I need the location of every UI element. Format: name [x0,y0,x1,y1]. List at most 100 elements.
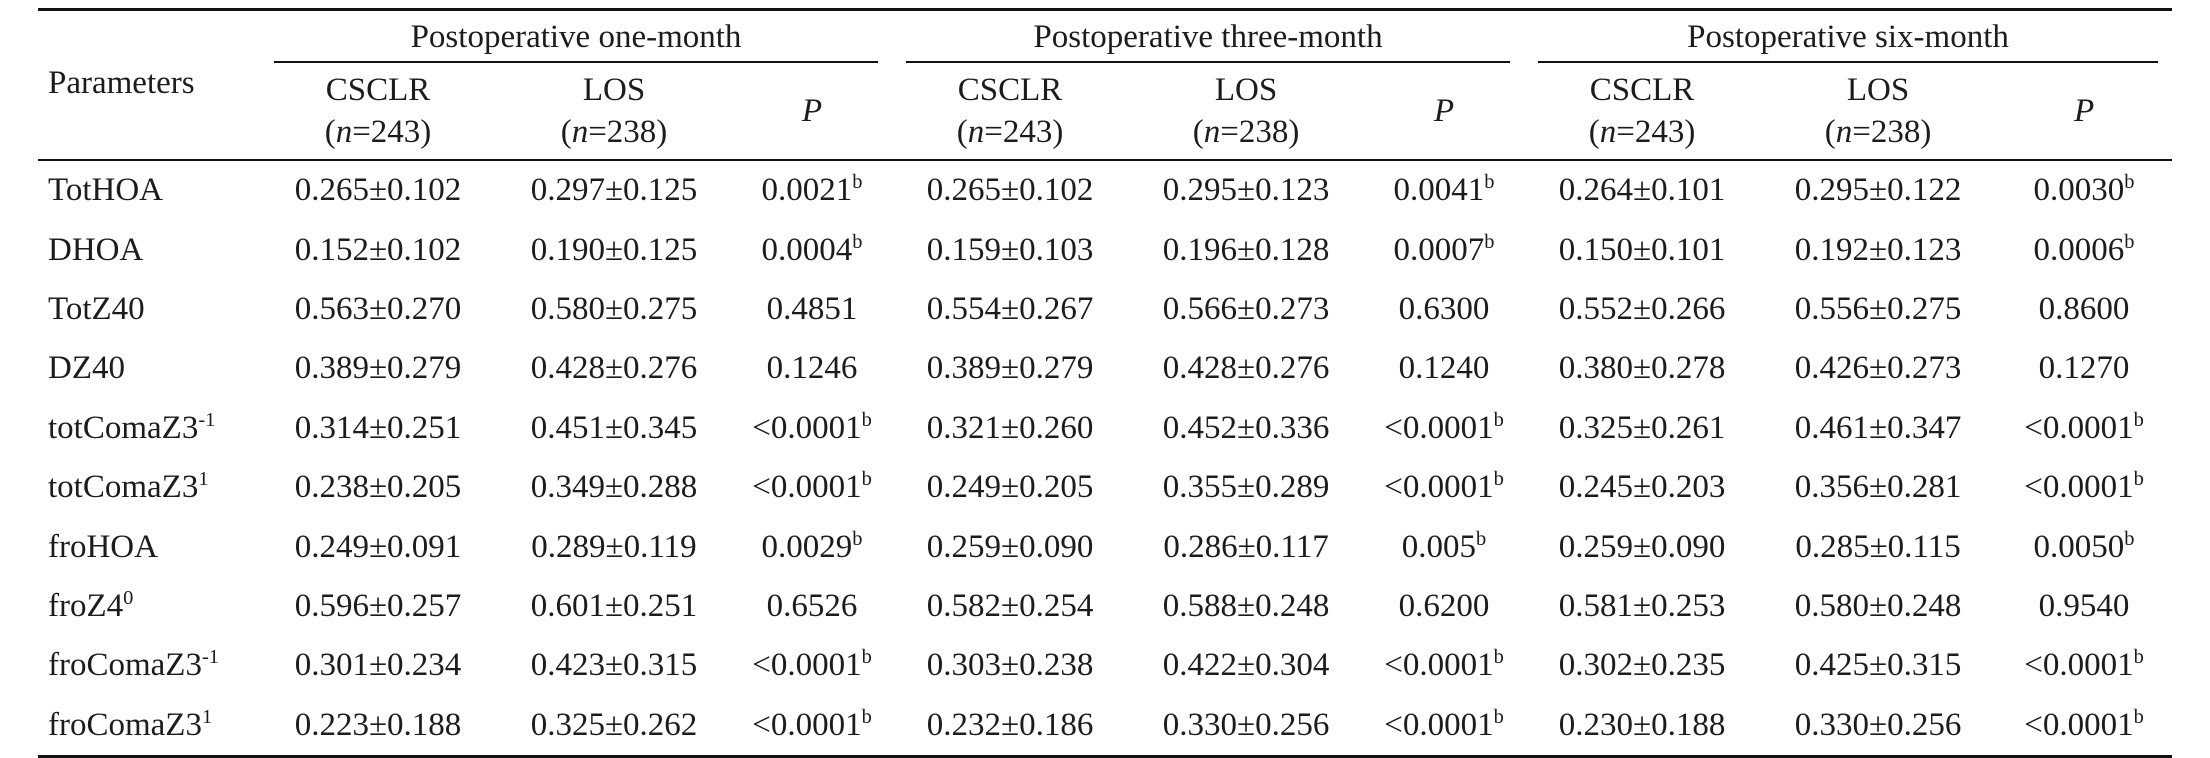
los-header: LOS (n=238) [496,63,732,160]
p-value-number: <0.0001 [1384,469,1494,506]
los-value: 0.461±0.347 [1794,409,1962,446]
table-row: DZ40 0.389±0.279 0.428±0.276 0.1246 0.389±0.… [38,339,2172,398]
csclr-value: 0.325±0.261 [1558,409,1726,446]
significance-marker: b [1484,171,1495,194]
los-value: 0.356±0.281 [1794,469,1962,506]
csclr-value: 0.232±0.186 [926,706,1094,743]
p-value: <0.0001b [1996,696,2172,757]
p-value-number: 0.005 [1401,528,1477,565]
significance-marker: b [1493,468,1504,491]
p-value: 0.0004b [732,220,892,279]
p-value-number: <0.0001 [1384,647,1494,684]
sample-size-open: ( [324,114,336,150]
los-value: 0.452±0.336 [1162,409,1330,446]
p-value: 0.005b [1364,517,1524,576]
sample-size: (n=238) [1760,111,1996,153]
los-value: 0.355±0.289 [1162,469,1330,506]
csclr-value: 0.249±0.205 [926,469,1094,506]
header-row-periods: Parameters Postoperative one-month Posto… [38,9,2173,161]
csclr-value: 0.563±0.270 [294,290,462,327]
results-table: Parameters Postoperative one-month Posto… [38,8,2173,758]
significance-marker: b [2124,527,2135,550]
p-value-number: <0.0001 [2024,469,2134,506]
p-value: 0.0007b [1364,220,1524,279]
p-value-number: 0.8600 [2038,290,2130,327]
los-value: 0.286±0.117 [1163,528,1329,565]
los-header: LOS (n=238) [1128,63,1364,160]
table-row: froZ40 0.596±0.257 0.601±0.251 0.6526 0.582±… [38,577,2172,636]
parameter-name: froComaZ31 [38,696,260,757]
significance-marker: b [1476,527,1487,550]
csclr-header: CSCLR (n=243) [1524,63,1760,160]
sample-size-letter: n [571,114,589,150]
p-value: 0.1270 [1996,339,2172,398]
p-value: 0.8600 [1996,280,2172,339]
sample-size-letter: n [1835,114,1853,150]
p-value-number: 0.4851 [766,290,858,327]
group-name: CSCLR [1589,72,1695,108]
parameter-superscript: 1 [201,705,213,728]
significance-marker: b [1484,230,1495,253]
los-header: LOS (n=238) [1760,63,1996,160]
csclr-value: 0.581±0.253 [1558,587,1726,624]
los-value: 0.425±0.315 [1794,647,1962,684]
csclr-value: 0.582±0.254 [926,587,1094,624]
los-value: 0.428±0.276 [530,350,698,387]
csclr-value: 0.303±0.238 [926,647,1094,684]
p-value: 0.0021b [732,160,892,220]
p-value-number: 0.0041 [1393,172,1485,209]
significance-marker: b [861,646,872,669]
los-value: 0.423±0.315 [530,647,698,684]
los-value: 0.588±0.248 [1162,587,1330,624]
table-row: TotZ40 0.563±0.270 0.580±0.275 0.4851 0.554±… [38,280,2172,339]
p-value: 0.1240 [1364,339,1524,398]
p-value: <0.0001b [1996,636,2172,695]
los-value: 0.566±0.273 [1162,290,1330,327]
sample-size-letter: n [967,114,985,150]
table-row: froComaZ31 0.223±0.188 0.325±0.262 <0.0001b… [38,696,2172,757]
parameter-label: froHOA [48,528,158,565]
table-row: froHOA 0.249±0.091 0.289±0.119 0.0029b 0.259… [38,517,2172,576]
los-value: 0.556±0.275 [1794,290,1962,327]
group-name: CSCLR [957,72,1063,108]
los-value: 0.297±0.125 [530,172,698,209]
sample-size: (n=238) [1128,111,1364,153]
significance-marker: b [852,230,863,253]
table-row: TotHOA 0.265±0.102 0.297±0.125 0.0021b 0.265… [38,160,2172,220]
csclr-value: 0.301±0.234 [294,647,462,684]
parameter-name: DZ40 [38,339,260,398]
p-value-number: 0.0004 [761,231,853,268]
csclr-value: 0.265±0.102 [294,172,462,209]
p-value-number: 0.0007 [1393,231,1485,268]
p-value-number: 0.0029 [761,528,853,565]
p-value: 0.0030b [1996,160,2172,220]
los-value: 0.325±0.262 [530,706,698,743]
p-value: 0.4851 [732,280,892,339]
csclr-value: 0.152±0.102 [294,231,462,268]
parameter-label: froComaZ3 [48,706,202,743]
period-title: Postoperative one-month [410,18,742,55]
header-row-groups: CSCLR (n=243) LOS (n=238) P CSCLR (n=243) LOS (n… [38,63,2173,160]
parameter-name: totComaZ3-1 [38,399,260,458]
csclr-value: 0.238±0.205 [294,469,462,506]
p-value: <0.0001b [732,399,892,458]
p-value-number: <0.0001 [2024,409,2134,446]
significance-marker: b [2124,230,2135,253]
los-value: 0.295±0.122 [1794,172,1962,209]
period-title: Postoperative six-month [1687,18,2009,55]
table-body: TotHOA 0.265±0.102 0.297±0.125 0.0021b 0.265… [38,160,2173,757]
p-value-number: 0.1270 [2038,350,2130,387]
parameter-superscript: -1 [198,408,216,431]
p-value: <0.0001b [1996,399,2172,458]
p-value-number: 0.0050 [2033,528,2125,565]
significance-marker: b [2133,468,2144,491]
los-value: 0.451±0.345 [530,409,698,446]
p-label: P [801,93,823,129]
sample-size-value: =243) [352,114,432,150]
p-value: <0.0001b [732,636,892,695]
los-value: 0.285±0.115 [1795,528,1961,565]
csclr-value: 0.552±0.266 [1558,290,1726,327]
p-value: <0.0001b [1364,399,1524,458]
csclr-value: 0.230±0.188 [1558,706,1726,743]
los-value: 0.580±0.248 [1794,587,1962,624]
